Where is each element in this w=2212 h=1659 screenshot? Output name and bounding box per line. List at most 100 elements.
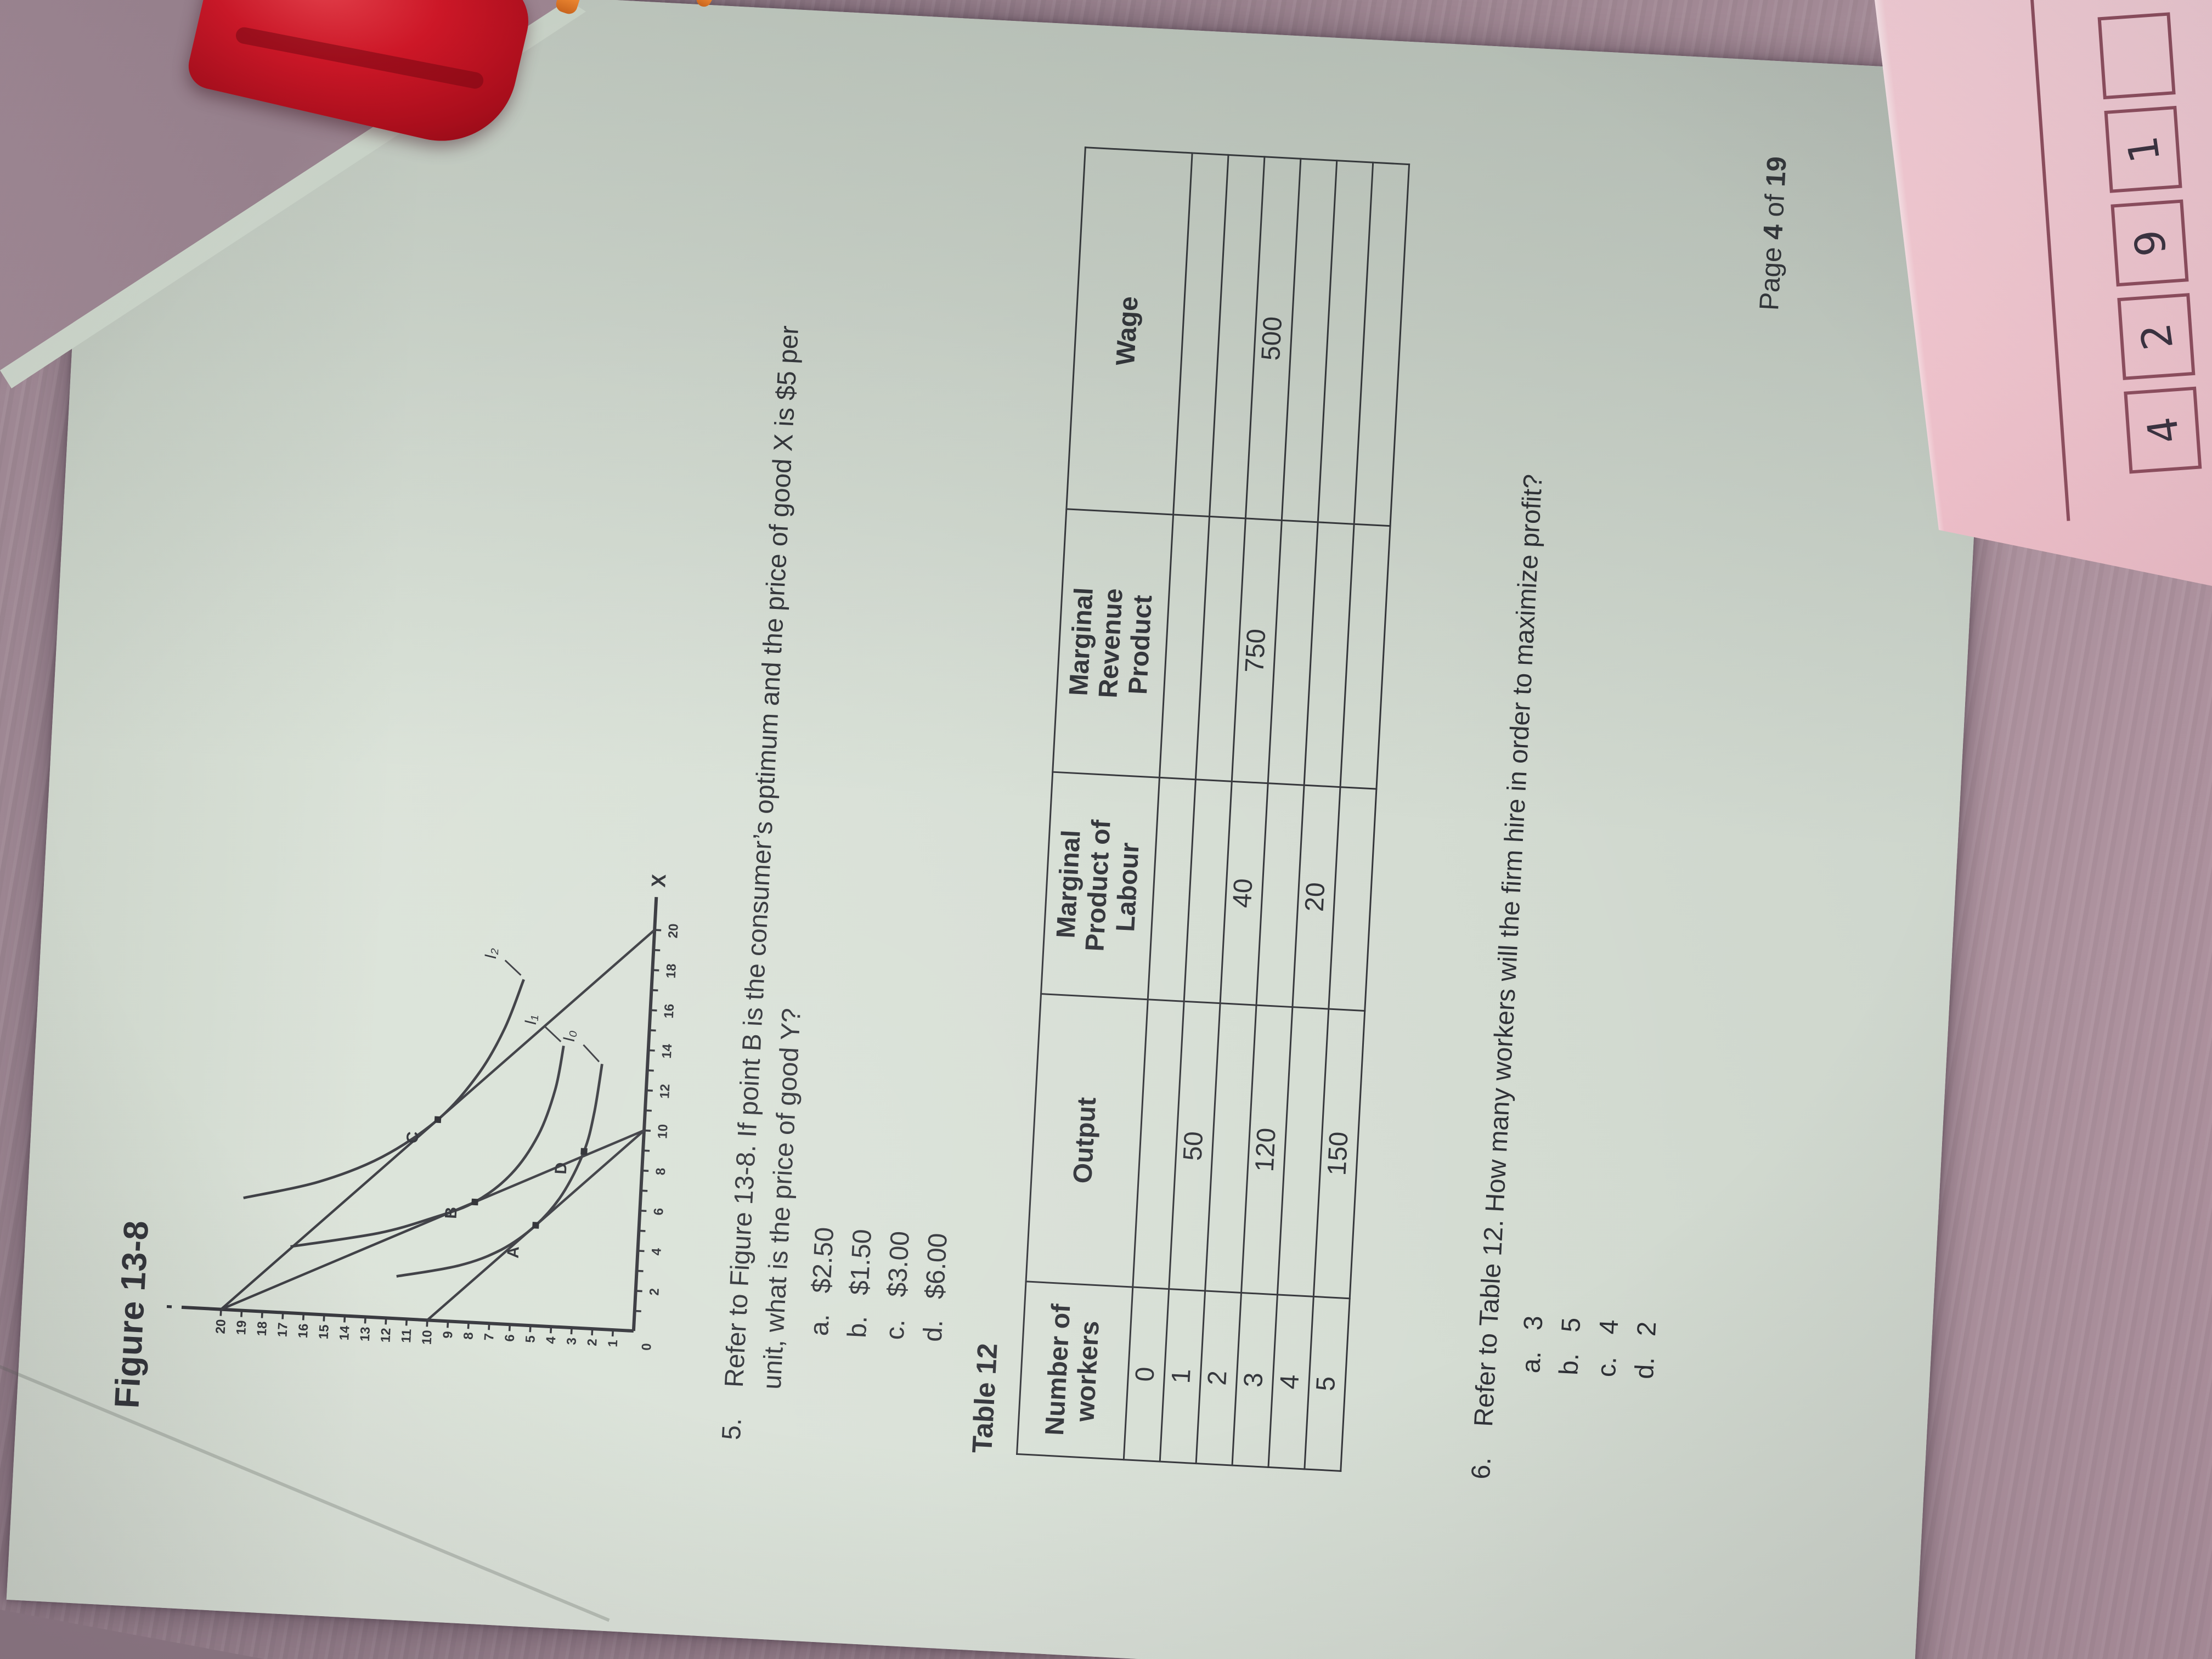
question-6: 6. Refer to Table 12. How many workers w… (1463, 65, 1733, 1488)
table-column-header: Marginal Revenue Product (1052, 509, 1173, 778)
x-tick (647, 1069, 654, 1072)
curve-label-2: I₂ (482, 947, 500, 960)
point-label-A: A (504, 1246, 523, 1259)
pink-answer-cell: 9 (2111, 199, 2189, 287)
handwritten-digit: 1 (2118, 133, 2169, 166)
origin-label: 0 (639, 1343, 654, 1351)
x-tick (651, 989, 658, 992)
point-marker-D (580, 1148, 588, 1155)
table-column-header: Marginal Product of Labour (1041, 772, 1160, 1000)
pink-answer-cell: 1 (2104, 105, 2182, 193)
budget-line-steep (221, 1129, 645, 1311)
curve-label-leader-2 (504, 960, 522, 976)
y-tick (467, 1322, 470, 1329)
option-value: $6.00 (922, 1232, 953, 1300)
point-label-D: D (552, 1162, 571, 1175)
pink-answer-cell: 4 (2124, 386, 2202, 474)
x-tick (648, 1049, 655, 1052)
option-letter: d. (919, 1319, 949, 1343)
y-tick (240, 1310, 243, 1317)
y-tick-label: 5 (523, 1335, 538, 1344)
y-tick-label: 3 (564, 1337, 579, 1345)
question-5: 5. Refer to Figure 13-8. If point B is t… (714, 26, 1021, 1452)
option-value: $1.50 (846, 1228, 878, 1296)
option-value: 4 (1596, 1319, 1625, 1335)
y-tick-label: 19 (234, 1320, 249, 1335)
option-letter: c. (882, 1318, 911, 1341)
y-tick (570, 1328, 573, 1335)
figure-title: Figure 13-8 (109, 1219, 157, 1409)
y-tick (302, 1313, 305, 1321)
y-tick-label: 11 (399, 1329, 414, 1344)
point-marker-C (434, 1116, 442, 1124)
y-tick-label: 14 (337, 1325, 352, 1341)
y-tick-label: 13 (358, 1327, 373, 1342)
pink-answer-cell (2097, 12, 2176, 100)
y-tick-label: 1 (606, 1339, 621, 1347)
y-tick-label: 8 (461, 1332, 476, 1340)
y-tick-label: 10 (420, 1330, 435, 1345)
x-tick-label: 20 (665, 923, 681, 939)
x-tick-label: 8 (653, 1167, 669, 1176)
option-value: $3.00 (884, 1230, 916, 1298)
curve-label-1: I₁ (522, 1014, 540, 1025)
x-tick (643, 1149, 650, 1152)
exam-paper: Figure 13-8 Y X 0 1 2 3 4 5 6 7 8 9 10 11 12 13 14 15 16 17… (6, 0, 1999, 1659)
pink-answer-grid: 4 2 9 1 (2097, 1, 2202, 474)
pink-sheet-content: 4 2 9 1 (1891, 0, 2212, 530)
x-tick (641, 1189, 648, 1192)
x-axis (631, 896, 658, 1331)
option-letter: b. (1556, 1352, 1585, 1376)
x-tick (653, 949, 661, 952)
exam-page-content: Figure 13-8 Y X 0 1 2 3 4 5 6 7 8 9 10 11 12 13 14 15 16 17… (7, 0, 1999, 1659)
indifference-curve-1 (290, 1045, 565, 1248)
x-axis-label: X (647, 873, 670, 888)
x-tick-label: 16 (662, 1003, 677, 1019)
option-letter: a. (806, 1313, 836, 1337)
option-value: 3 (1520, 1314, 1549, 1331)
footer-page-word: Page (1755, 246, 1788, 312)
point-label-B: B (442, 1206, 461, 1219)
curve-label-leader-0 (583, 1044, 600, 1063)
footer-of-word: of (1760, 193, 1791, 218)
x-tick-label: 12 (657, 1084, 673, 1099)
x-tick-label: 14 (659, 1043, 675, 1059)
indifference-curve-graph: YX01234567891011121314151617181920246810… (163, 873, 681, 1351)
question-5-number: 5. (718, 1417, 748, 1441)
option-value: 5 (1558, 1317, 1587, 1333)
handwritten-digit: 4 (2137, 414, 2188, 447)
x-tick (650, 1009, 657, 1012)
y-axis-label: Y (163, 1299, 176, 1313)
handwritten-digit: 9 (2124, 227, 2175, 259)
option-letter: b. (844, 1315, 873, 1339)
y-tick-label: 16 (296, 1323, 311, 1339)
y-tick (529, 1325, 532, 1333)
labour-table: Number of workers Output Marginal Product of… (1016, 146, 1410, 1472)
x-tick-label: 18 (664, 963, 679, 979)
table-title: Table 12 (967, 1342, 1004, 1454)
table-column-header: Number of workers (1017, 1281, 1133, 1460)
x-tick (646, 1089, 653, 1092)
x-tick (634, 1310, 641, 1312)
indifference-curve-0 (396, 1064, 603, 1278)
y-tick-label: 2 (585, 1338, 600, 1346)
x-tick (645, 1109, 652, 1112)
pink-answer-cell: 2 (2117, 293, 2196, 380)
question-6-number: 6. (1468, 1457, 1497, 1480)
option-value: $2.50 (808, 1226, 840, 1294)
y-tick-label: 12 (378, 1328, 393, 1343)
curve-label-0: I₀ (560, 1030, 579, 1042)
footer-page-number: 4 (1758, 223, 1790, 240)
point-marker-A (532, 1222, 539, 1229)
x-tick-label: 6 (651, 1207, 667, 1216)
page-footer: Page 4 of 19 (1755, 156, 1795, 312)
option-value: 2 (1633, 1321, 1663, 1338)
handwritten-digit: 2 (2130, 320, 2182, 353)
x-tick-label: 4 (649, 1248, 664, 1256)
y-tick-label: 9 (441, 1331, 456, 1339)
curve-label-leader-1 (544, 1026, 562, 1042)
point-label-C: C (403, 1131, 422, 1144)
indifference-curve-2 (243, 979, 525, 1199)
pink-form-rule (2018, 0, 2071, 521)
